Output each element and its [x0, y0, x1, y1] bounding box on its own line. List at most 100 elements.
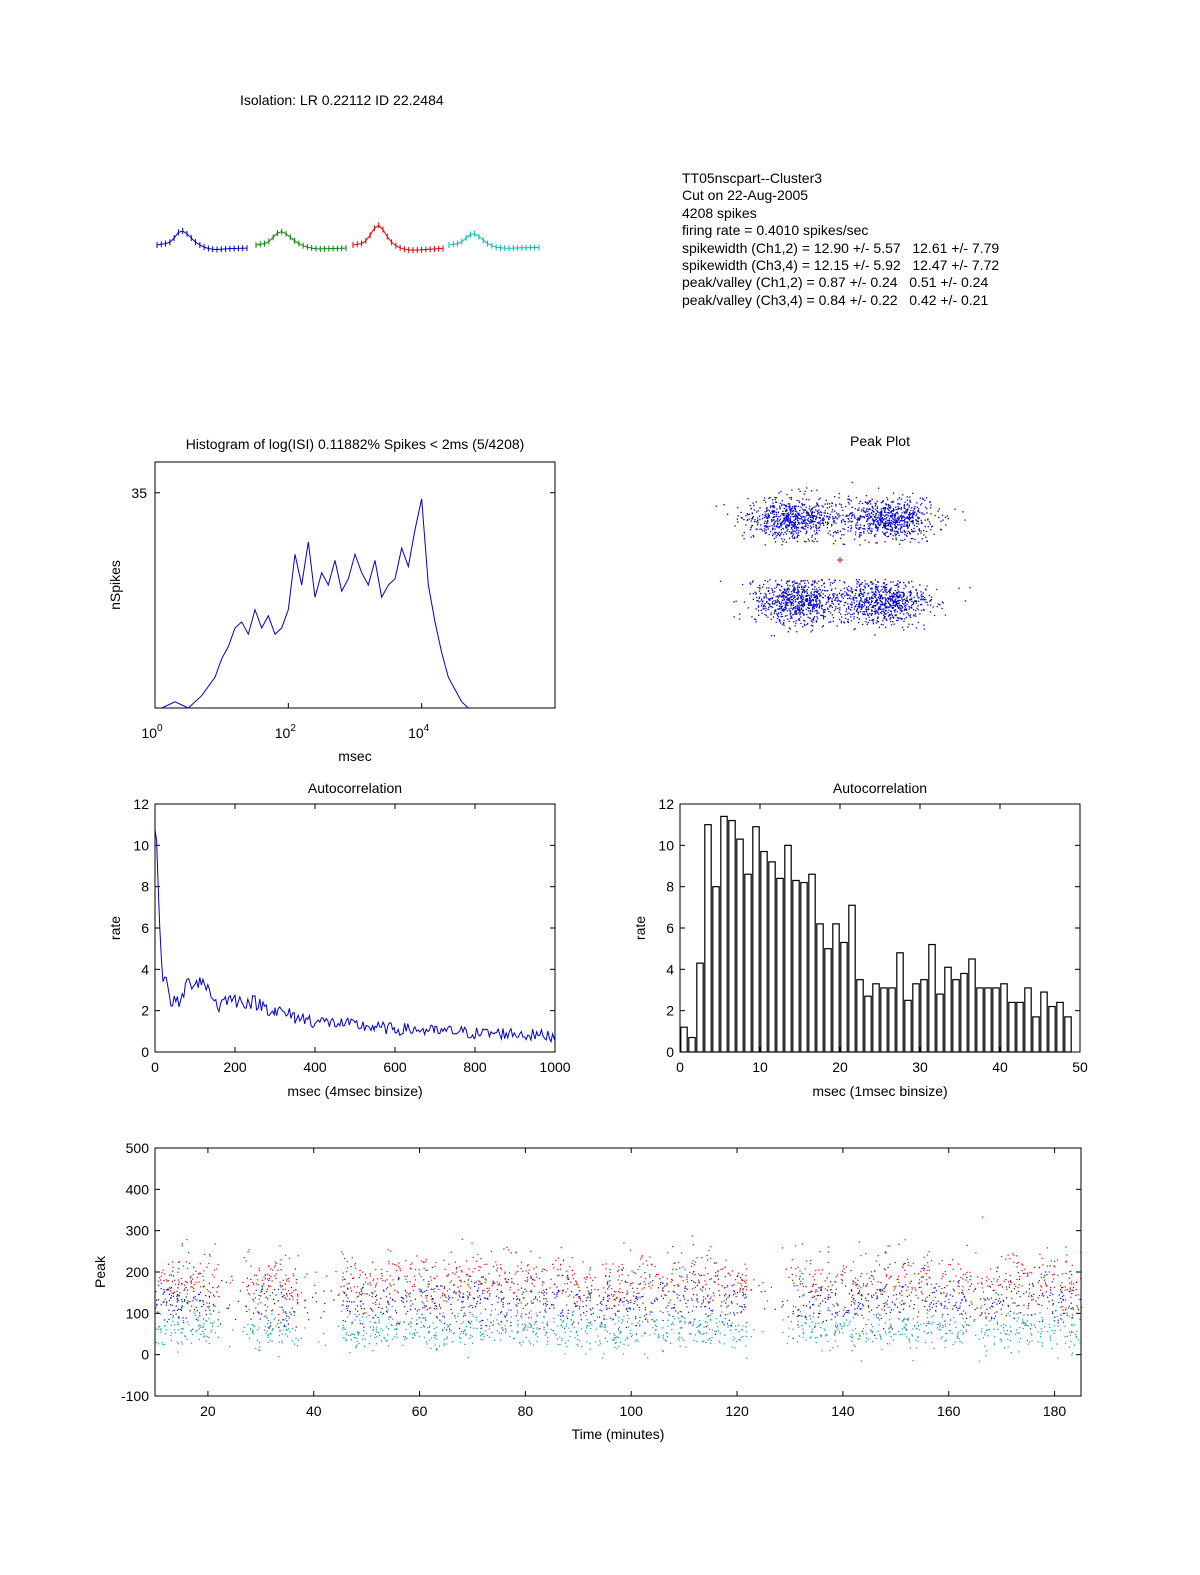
peak-plot-point [872, 605, 874, 607]
peak-plot-point [824, 611, 826, 613]
peak-plot-point [858, 517, 861, 519]
peak-time-point-blue [575, 1305, 577, 1307]
peak-plot-point [812, 619, 815, 621]
peak-plot-point [849, 603, 852, 605]
peak-plot-point [858, 604, 860, 606]
peak-plot-point [863, 606, 865, 608]
peak-plot-point [783, 515, 785, 517]
peak-plot-point [779, 522, 781, 525]
peak-plot-point [794, 513, 797, 515]
peak-time-point-red [606, 1307, 608, 1309]
peak-plot-point [797, 512, 799, 515]
peak-time-point-blue [372, 1292, 374, 1295]
peak-time-point-red [177, 1261, 180, 1263]
peak-time-point-blue [579, 1306, 581, 1308]
peak-plot-point [837, 532, 839, 534]
peak-plot-point [788, 593, 791, 596]
peak-plot-point [859, 583, 861, 585]
peak-plot-point [923, 624, 925, 626]
peak-time-point-red [577, 1293, 579, 1295]
peak-time-point-blue [604, 1324, 606, 1326]
peak-plot-point [812, 621, 814, 623]
peak-time-point-red [263, 1292, 266, 1295]
peak-plot-point [903, 592, 905, 595]
peak-time-point-blue [494, 1282, 496, 1284]
peak-time-point-blue [350, 1265, 352, 1268]
peak-plot-point [815, 620, 817, 622]
peak-time-point-blue [608, 1295, 610, 1297]
peak-time-point-blue [205, 1314, 207, 1316]
peak-plot-point [793, 588, 796, 590]
peak-plot-point [864, 583, 867, 585]
peak-plot-point [768, 516, 770, 519]
peak-plot-point [894, 514, 897, 517]
peak-plot-point [826, 507, 829, 509]
peak-time-point-blue [418, 1288, 420, 1290]
peak-plot-point [882, 620, 884, 622]
peak-time-point-red [889, 1263, 891, 1265]
peak-time-point-blue [952, 1295, 954, 1297]
peak-plot-point [790, 602, 793, 604]
peak-time-point-red [1040, 1276, 1042, 1279]
peak-plot-point [814, 520, 816, 523]
peak-plot-point [766, 601, 768, 603]
peak-plot-point [811, 516, 813, 518]
peak-time-point-red [381, 1268, 383, 1270]
peak-plot-point [813, 607, 815, 610]
peak-time-point-red [940, 1292, 942, 1294]
peak-time-point-red [941, 1278, 943, 1280]
peak-plot-point [905, 609, 908, 611]
peak-plot-point [888, 602, 890, 604]
peak-time-point-blue [1042, 1292, 1044, 1295]
peak-time-point-red [743, 1306, 746, 1308]
peak-time-point-blue [960, 1302, 962, 1304]
peak-time-point-blue [876, 1298, 878, 1300]
peak-plot-point [859, 600, 861, 602]
peak-plot-point [889, 533, 892, 536]
peak-time-point-blue [610, 1293, 613, 1295]
peak-time-point-blue [264, 1278, 267, 1280]
peak-plot-point [884, 541, 886, 543]
peak-time-point-blue [363, 1308, 365, 1310]
peak-plot-point [924, 499, 926, 502]
peak-time-point-red [828, 1272, 830, 1274]
peak-time-point-blue [562, 1290, 564, 1292]
peak-plot-point [811, 521, 813, 523]
peak-plot-point [812, 610, 814, 613]
peak-plot-point [861, 604, 864, 607]
peak-time-point-blue [704, 1306, 706, 1308]
peak-time-point-red [857, 1279, 859, 1281]
peak-time-point-red [686, 1274, 688, 1276]
peak-time-point-red [682, 1280, 684, 1282]
peak-time-point-red [762, 1281, 764, 1284]
peak-plot-point [809, 598, 811, 601]
peak-plot-point [915, 519, 917, 521]
autocorr-1ms-bar [840, 941, 848, 1053]
peak-plot-point [789, 612, 791, 614]
peak-plot-point [915, 522, 918, 525]
peak-plot-point [809, 525, 812, 527]
peak-plot-point [806, 592, 808, 594]
peak-time-point-red [418, 1273, 420, 1275]
peak-plot-point [802, 606, 804, 608]
peak-time-point-blue [195, 1306, 197, 1308]
peak-plot-point [803, 509, 805, 511]
peak-plot-point [903, 505, 905, 507]
peak-time-point-red [934, 1287, 936, 1289]
peak-time-point-red [1050, 1260, 1053, 1262]
peak-plot-point [888, 597, 890, 600]
peak-time-point-blue [546, 1332, 548, 1334]
peak-time-point-blue [639, 1316, 641, 1318]
peak-plot-point [791, 521, 794, 523]
peak-plot-point [824, 590, 826, 592]
peak-plot-point [872, 513, 874, 516]
peak-plot-point [865, 599, 868, 602]
peak-plot-point [790, 607, 792, 609]
peak-time-point-red [404, 1290, 407, 1292]
peak-time-point-blue [739, 1305, 741, 1307]
peak-time-point-red [375, 1304, 377, 1306]
peak-plot-point [785, 508, 787, 511]
peak-time-point-red [686, 1281, 689, 1283]
peak-time-point-red [200, 1286, 202, 1288]
peak-plot-point [816, 597, 819, 600]
